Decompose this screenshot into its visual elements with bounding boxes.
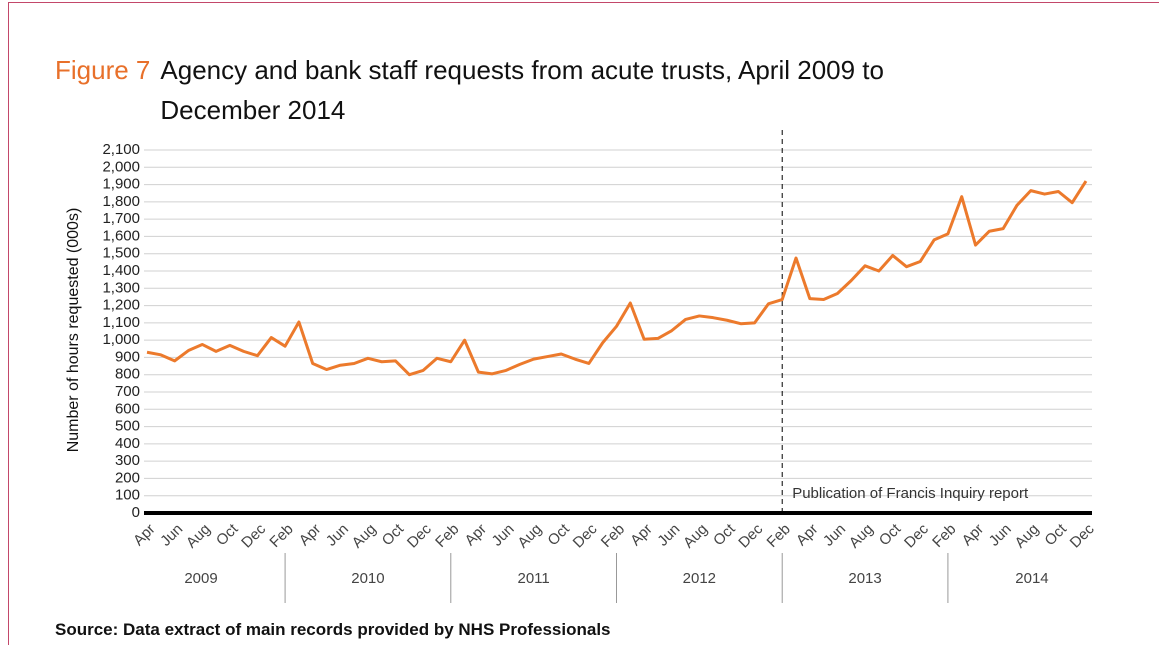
x-tick-label: Oct: [876, 520, 905, 549]
y-tick-label: 2,100: [102, 141, 140, 158]
x-tick-label: Jun: [489, 521, 518, 550]
x-tick-label: Oct: [213, 520, 242, 549]
y-tick-label: 400: [115, 435, 140, 452]
y-tick-label: 0: [132, 504, 140, 521]
y-tick-label: 1,100: [102, 314, 140, 331]
data-line: [146, 180, 1088, 377]
x-tick-label: Dec: [735, 520, 766, 551]
year-label: 2012: [683, 570, 716, 587]
year-label: 2009: [184, 570, 217, 587]
y-tick-label: 900: [115, 348, 140, 365]
x-tick-label: Oct: [544, 520, 573, 549]
x-tick-label: Dec: [404, 520, 435, 551]
x-tick-label: Dec: [1067, 520, 1098, 551]
y-tick-label: 1,400: [102, 262, 140, 279]
x-tick-label: Jun: [157, 521, 186, 550]
x-tick-label: Jun: [323, 521, 352, 550]
y-tick-label: 800: [115, 366, 140, 383]
x-tick-label: Aug: [183, 521, 214, 552]
x-tick-label: Oct: [379, 520, 408, 549]
x-tick-label: Apr: [130, 521, 159, 550]
y-tick-label: 300: [115, 452, 140, 469]
x-tick-label: Apr: [296, 521, 325, 550]
year-label: 2014: [1015, 570, 1048, 587]
figure-label: Figure 7: [55, 55, 151, 85]
y-tick-label: 1,900: [102, 176, 140, 193]
chart-title: Agency and bank staff requests from acut…: [160, 55, 884, 125]
x-tick-label: Jun: [986, 521, 1015, 550]
x-tick-label: Jun: [820, 521, 849, 550]
x-tick-label: Apr: [627, 521, 656, 550]
annotation-text: Publication of Francis Inquiry report: [792, 485, 1029, 502]
y-tick-label: 1,600: [102, 227, 140, 244]
x-tick-label: Dec: [238, 520, 269, 551]
x-tick-label: Dec: [570, 520, 601, 551]
x-tick-label: Apr: [462, 521, 491, 550]
frame: [8, 2, 1159, 645]
x-tick-label: Aug: [680, 521, 711, 552]
y-axis-label: Number of hours requested (000s): [65, 208, 82, 453]
x-tick-label: Aug: [349, 521, 380, 552]
year-label: 2010: [351, 570, 384, 587]
x-tick-label: Feb: [598, 521, 628, 551]
x-tick-label: Feb: [929, 521, 959, 551]
y-tick-label: 100: [115, 487, 140, 504]
x-tick-label: Oct: [710, 520, 739, 549]
y-tick-label: 1,000: [102, 331, 140, 348]
x-tick-label: Feb: [764, 521, 794, 551]
y-tick-label: 700: [115, 383, 140, 400]
y-tick-label: 600: [115, 400, 140, 417]
y-tick-label: 1,200: [102, 297, 140, 314]
y-tick-label: 1,700: [102, 210, 140, 227]
x-tick-label: Aug: [1011, 521, 1042, 552]
year-label: 2011: [518, 570, 550, 587]
x-tick-label: Apr: [793, 521, 822, 550]
y-tick-label: 200: [115, 469, 140, 486]
x-tick-label: Aug: [846, 521, 877, 552]
source: Source: Data extract of main records pro…: [55, 620, 611, 639]
y-tick-label: 1,500: [102, 245, 140, 262]
x-tick-label: Feb: [266, 521, 296, 551]
y-tick-label: 500: [115, 418, 140, 435]
x-tick-label: Oct: [1041, 520, 1070, 549]
year-label: 2013: [848, 570, 881, 587]
x-tick-label: Aug: [514, 521, 545, 552]
heading: Figure 7 Agency and bank staff requests …: [55, 50, 1000, 130]
y-tick-label: 1,800: [102, 193, 140, 210]
x-tick-label: Feb: [432, 521, 462, 551]
x-tick-label: Jun: [654, 521, 683, 550]
x-tick-label: Dec: [901, 520, 932, 551]
y-tick-label: 2,000: [102, 158, 140, 175]
x-tick-label: Apr: [959, 521, 988, 550]
y-tick-label: 1,300: [102, 279, 140, 296]
